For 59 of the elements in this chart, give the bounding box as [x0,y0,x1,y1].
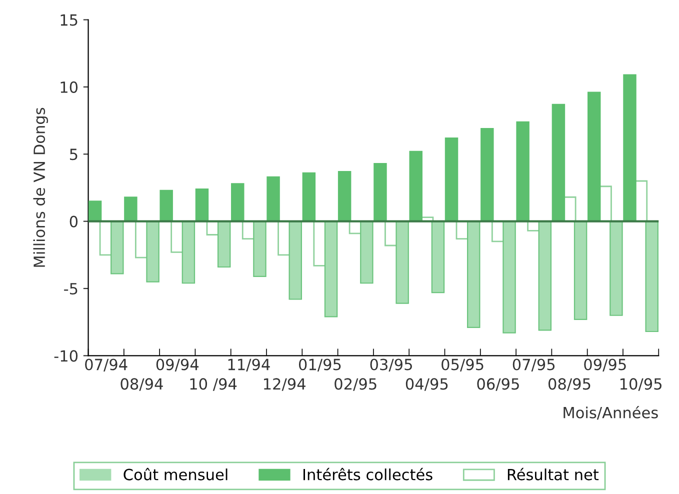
x-tick-label: 03/95 [370,358,412,372]
x-tick-label: 10/95 [620,378,662,391]
bar [110,220,124,274]
bar [409,150,422,222]
bar [160,190,173,222]
bar [324,220,338,318]
x-tick-label: 05/95 [442,358,484,372]
bar [217,220,231,268]
x-tick-label: 09/94 [156,358,199,372]
y-tick-label: 5 [70,148,78,160]
bar [467,220,480,328]
x-axis-title: Mois/Années [564,406,658,420]
bar [552,104,566,222]
bar [266,176,280,222]
x-tick-label: 12/94 [264,378,306,391]
x-tick-label: 02/95 [334,378,376,391]
bar [538,220,552,331]
x-tick-label: 11/94 [228,358,270,372]
legend-label: Coût mensuel [124,468,228,480]
bar [374,162,387,222]
bar [431,220,445,294]
bar [88,200,102,222]
bar [516,121,530,222]
bar [195,188,209,222]
y-tick-label: -10 [54,350,78,362]
y-tick-label: 15 [60,14,78,26]
bar [396,220,409,304]
bar [146,220,160,282]
bar [182,220,196,284]
bar [124,196,138,222]
bar [302,172,316,222]
x-tick-label: 07/94 [85,358,128,372]
bar [444,137,458,222]
x-tick-label: 01/95 [298,358,341,372]
y-tick-label: 0 [70,216,78,228]
bar [360,220,374,284]
x-tick-label: 04/95 [406,378,448,391]
bar [610,220,623,316]
legend-label: Résultat net [508,468,599,480]
legend-label: Intérêts collectés [303,468,432,480]
bar [338,171,352,222]
bar [574,220,588,320]
y-tick-label: -5 [64,283,78,295]
y-tick-label: 10 [60,81,78,93]
bar [480,128,494,222]
y-axis-title: Millions de VN Dongs [33,108,48,267]
bar [502,220,516,334]
bar [587,92,601,222]
bar [623,74,636,222]
bar [253,220,266,277]
x-tick-label: 10 /94 [190,378,237,391]
bar [645,220,658,332]
bar [231,183,244,222]
x-tick-label: 06/95 [477,378,519,391]
x-tick-label: 08/95 [548,378,590,391]
bar [288,220,302,300]
x-tick-label: 09/95 [584,358,626,372]
x-tick-label: 08/94 [120,378,163,391]
x-tick-label: 07/95 [512,358,555,372]
